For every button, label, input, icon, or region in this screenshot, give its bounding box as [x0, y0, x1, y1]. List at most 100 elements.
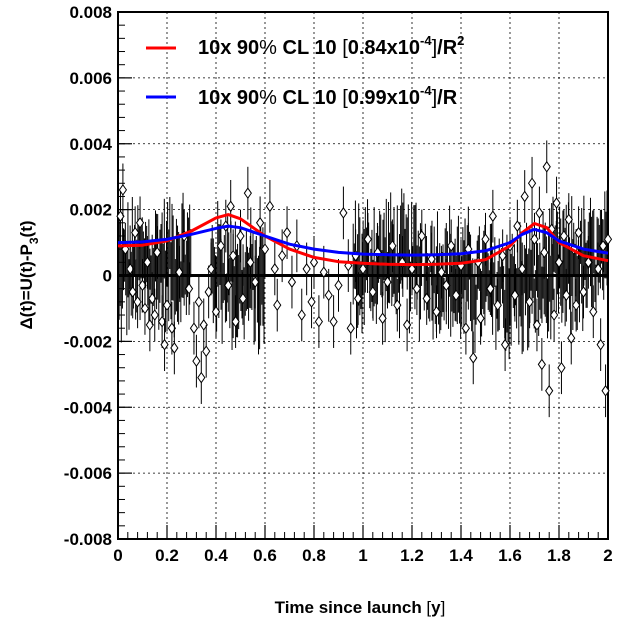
data-point-marker	[393, 299, 402, 312]
data-point-marker	[346, 322, 355, 335]
data-point-marker	[537, 358, 546, 371]
data-point-marker	[324, 289, 333, 302]
y-axis-title: Δ(t)=U(t)-P3(t)	[17, 220, 41, 329]
data-point-marker	[530, 233, 539, 246]
data-point-marker	[229, 249, 238, 262]
data-point-marker	[518, 263, 527, 275]
data-point-marker	[297, 309, 306, 321]
data-point-marker	[572, 299, 581, 312]
data-point-marker	[579, 286, 588, 298]
data-point-marker	[273, 299, 282, 312]
data-point-marker	[407, 263, 417, 275]
data-point-marker	[143, 256, 152, 269]
data-point-marker	[469, 351, 478, 364]
data-point-marker	[314, 315, 324, 328]
data-point-marker	[383, 276, 392, 288]
data-point-marker	[270, 263, 279, 275]
data-point-marker	[189, 322, 199, 335]
data-point-marker	[202, 345, 211, 358]
data-point-marker	[251, 276, 260, 288]
data-point-marker	[476, 312, 485, 325]
data-point-marker	[363, 233, 373, 246]
legend-label-1: 10x 90% CL 10 [0.84x10-4]/R2	[198, 33, 464, 59]
data-point-marker	[451, 289, 461, 302]
data-point-marker	[567, 332, 576, 344]
data-point-marker	[554, 256, 564, 269]
x-tick-label: 0.4	[204, 546, 228, 565]
data-point-marker	[170, 342, 179, 354]
data-point-marker	[545, 384, 554, 397]
legend-label-2: 10x 90% CL 10 [0.99x10-4]/R	[198, 83, 458, 109]
data-point-marker	[461, 322, 471, 335]
data-point-marker	[175, 266, 184, 279]
data-point-marker	[552, 197, 561, 209]
x-tick-label: 2	[603, 546, 612, 565]
data-point-marker	[265, 200, 275, 213]
data-point-marker	[594, 263, 603, 275]
data-point-marker	[216, 239, 226, 252]
x-tick-label: 1.4	[449, 546, 473, 565]
data-point-marker	[140, 302, 150, 315]
y-tick-label: 0.002	[69, 201, 112, 220]
data-point-marker	[135, 216, 145, 229]
data-point-marker	[194, 295, 203, 308]
data-point-marker	[128, 286, 137, 298]
x-tick-label: 1.2	[400, 546, 424, 565]
data-point-marker	[402, 319, 412, 331]
data-point-marker	[302, 263, 311, 275]
data-point-marker	[373, 246, 382, 259]
x-axis-title: Time since launch [y]	[275, 598, 446, 617]
y-tick-label: 0.008	[69, 3, 112, 22]
model-curve	[117, 224, 609, 257]
data-point-marker	[184, 282, 194, 295]
data-point-marker	[236, 230, 245, 242]
y-tick-label: 0	[103, 267, 112, 286]
data-point-marker	[447, 239, 456, 252]
data-point-marker	[500, 338, 510, 351]
model-curves	[117, 213, 609, 267]
data-point-marker	[162, 299, 172, 312]
y-tick-label: -0.004	[64, 398, 113, 417]
x-tick-label: 1.8	[547, 546, 571, 565]
data-point-marker	[532, 319, 542, 331]
y-tick-label: 0.004	[69, 135, 112, 154]
data-point-marker	[231, 315, 240, 328]
data-point-marker	[211, 305, 221, 318]
data-point-marker	[527, 177, 537, 190]
data-point-marker	[498, 249, 507, 262]
data-point-marker	[603, 233, 613, 246]
data-point-marker	[601, 384, 610, 397]
data-point-marker	[378, 312, 387, 325]
data-point-marker	[282, 226, 292, 239]
data-point-marker	[246, 256, 255, 269]
data-point-marker	[417, 230, 426, 242]
data-point-marker	[255, 216, 265, 229]
data-point-marker	[542, 160, 551, 173]
data-point-marker	[329, 315, 338, 328]
data-point-marker	[197, 371, 206, 384]
data-point-marker	[596, 338, 605, 351]
x-tick-label: 0	[113, 546, 122, 565]
x-tick-label: 0.2	[155, 546, 179, 565]
data-point-marker	[481, 233, 490, 246]
data-point-marker	[131, 226, 140, 239]
model-curve	[117, 213, 609, 267]
data-point-marker	[442, 279, 451, 292]
data-point-marker	[564, 213, 573, 226]
data-point-marker	[589, 305, 598, 318]
data-point-marker	[525, 295, 534, 308]
data-point-marker	[540, 246, 549, 259]
data-point-marker	[192, 355, 201, 368]
data-point-marker	[486, 282, 495, 295]
data-point-marker	[493, 299, 502, 312]
data-point-marker	[422, 292, 431, 305]
data-point-marker	[574, 226, 583, 239]
y-tick-label: 0.006	[69, 69, 112, 88]
data-point-marker	[584, 256, 593, 269]
x-axis-ticks: 0 0.2 0.4 0.6 0.8 1 1.2 1.4 1.6 1.8 2	[113, 525, 613, 565]
data-point-marker	[510, 289, 520, 302]
data-point-marker	[309, 256, 319, 269]
data-point-marker	[226, 200, 235, 213]
data-point-marker	[358, 263, 368, 275]
